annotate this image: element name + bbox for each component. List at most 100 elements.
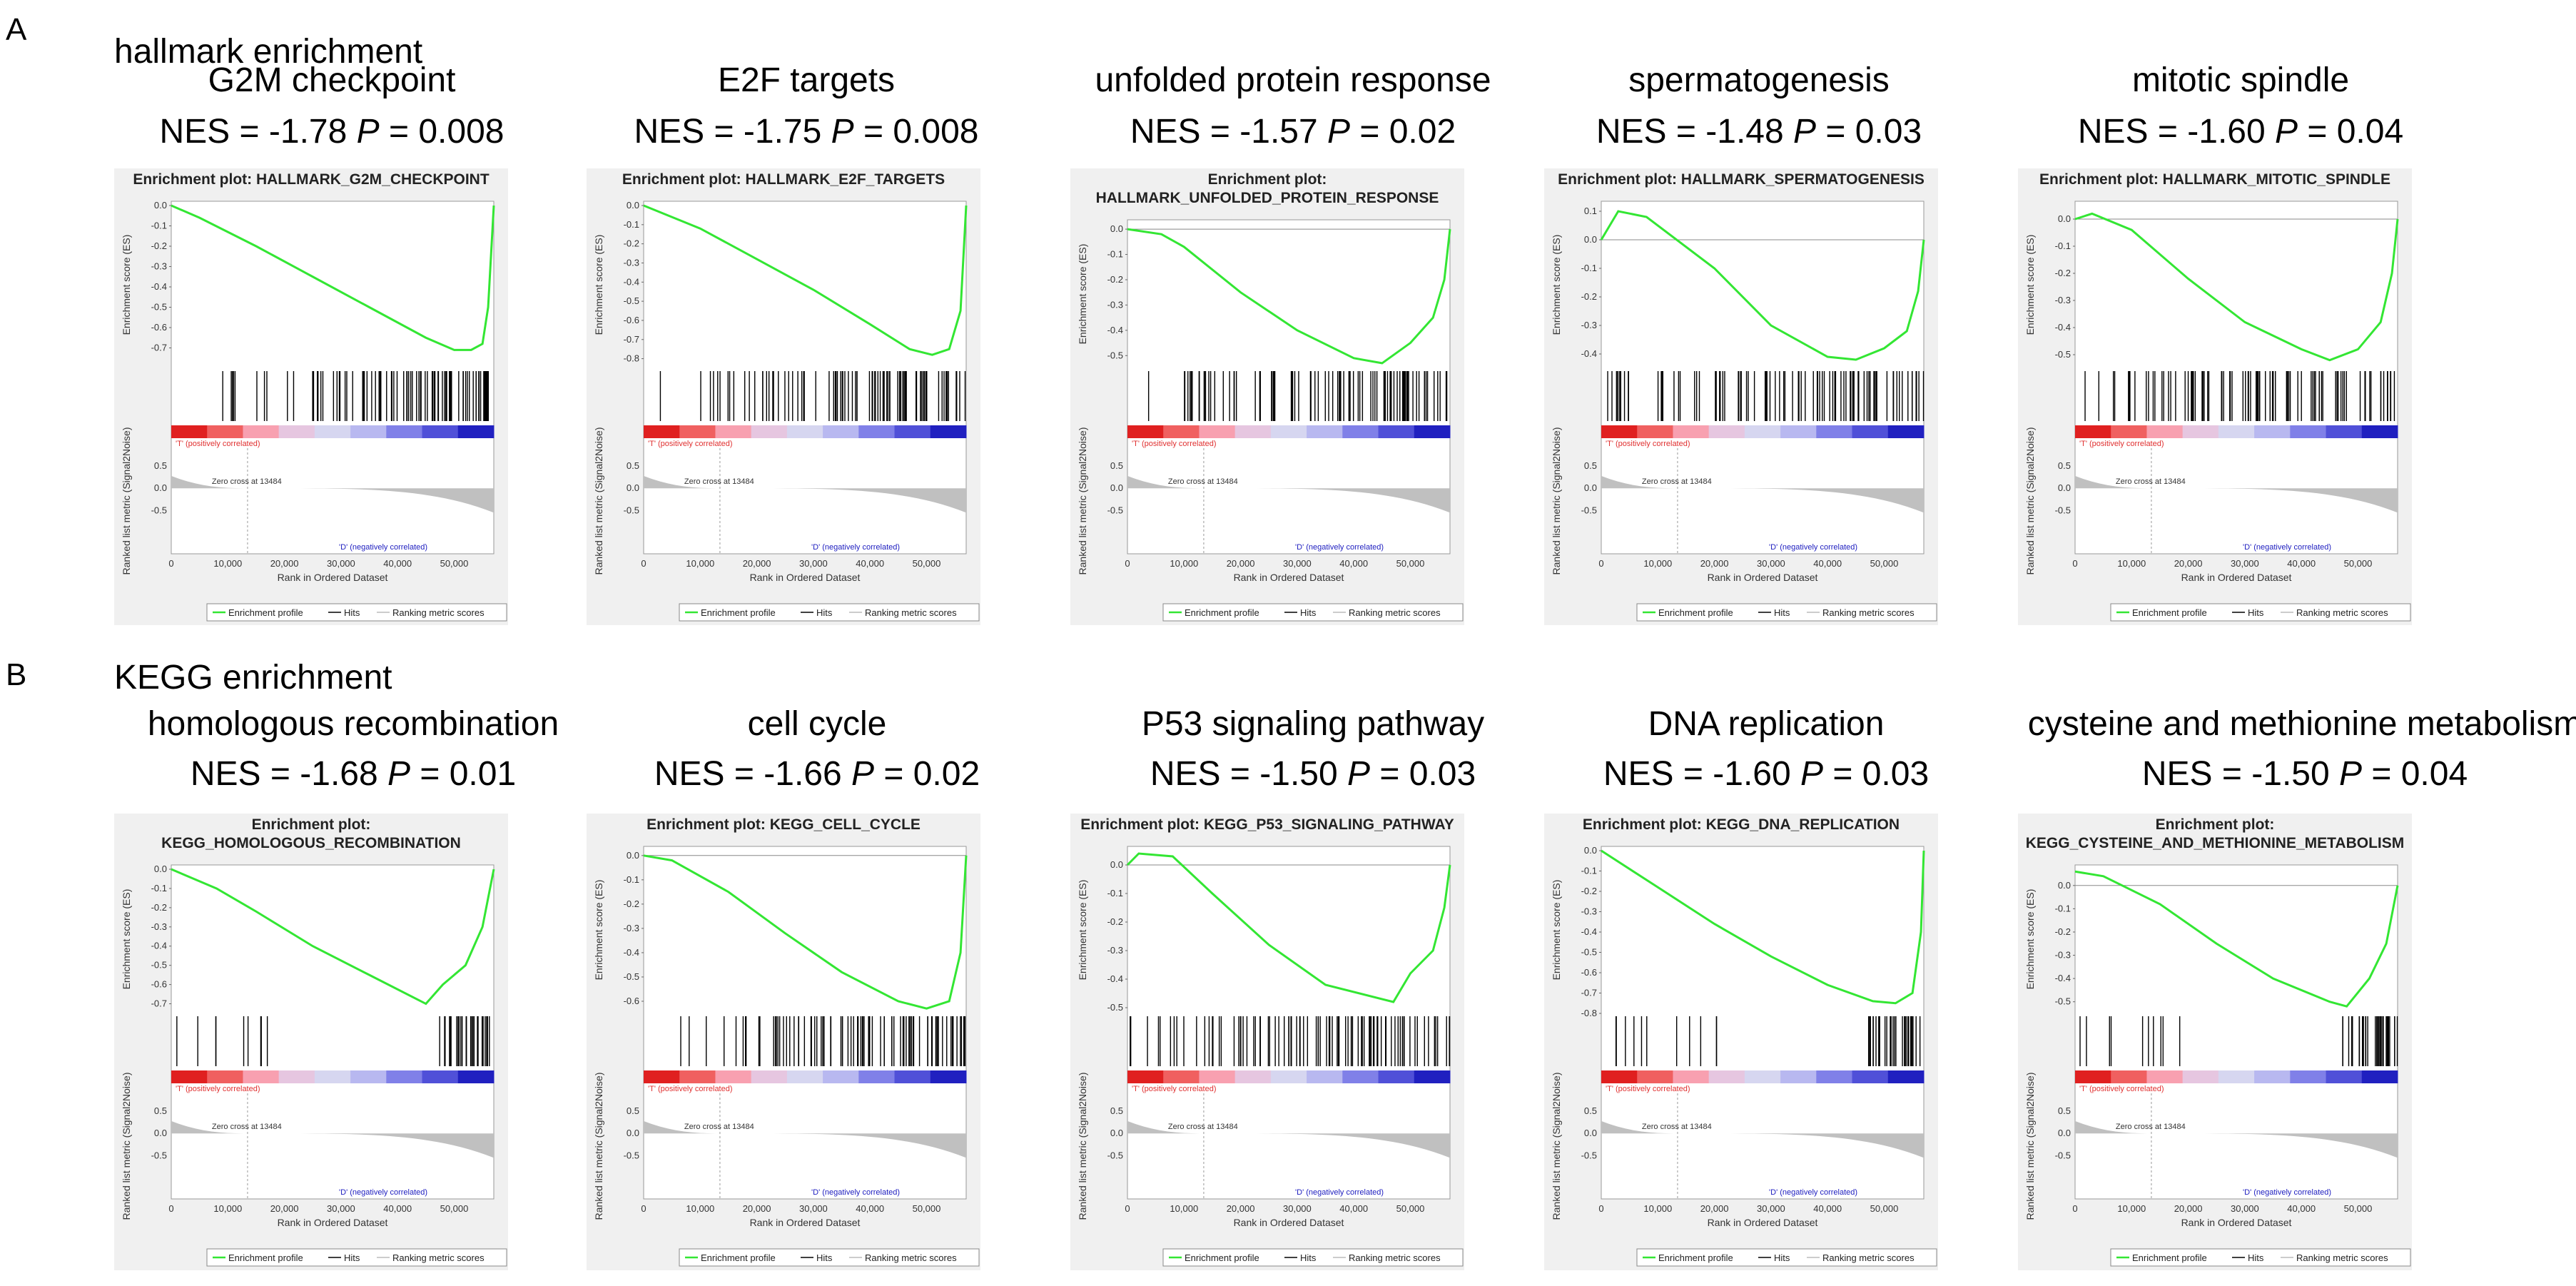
enrichment-profile-line — [2074, 870, 2399, 1008]
zero-cross-label: Zero cross at 13484 — [1642, 1123, 1712, 1131]
metric-tick-label: 0.0 — [2058, 1128, 2071, 1138]
x-tick-label: 0 — [2072, 558, 2077, 569]
x-tick-label: 20,000 — [743, 1203, 771, 1214]
legend-box — [1636, 603, 1937, 622]
es-tick-label: -0.5 — [2055, 996, 2071, 1007]
x-axis-label: Rank in Ordered Dataset — [2181, 572, 2292, 583]
metric-tick-label: 0.5 — [1584, 1105, 1597, 1116]
x-tick-label: 10,000 — [686, 558, 714, 569]
x-tick-label: 10,000 — [686, 1203, 714, 1214]
rank-color-segment — [314, 1070, 351, 1083]
ranking-metric-area — [1601, 1120, 1924, 1158]
x-tick-label: 40,000 — [856, 558, 884, 569]
rank-color-segment — [1887, 425, 1925, 438]
es-tick-label: 0.0 — [2058, 880, 2071, 891]
legend-box — [1162, 1248, 1464, 1267]
metric-axis-label: Ranked list metric (Signal2Noise) — [2024, 427, 2036, 575]
enrichment-panel: mitotic spindle NES = -1.60 P = 0.04 Enric… — [2018, 61, 2412, 625]
zero-cross-label: Zero cross at 13484 — [212, 477, 282, 486]
enrichment-plot-title: Enrichment plot: — [252, 816, 371, 833]
es-tick-label: -0.3 — [151, 921, 167, 932]
positive-label: 'T' (positively correlated) — [176, 440, 260, 448]
zero-cross-label: Zero cross at 13484 — [212, 1123, 282, 1131]
enrichment-profile-line — [1126, 852, 1451, 1003]
es-tick-label: -0.7 — [151, 998, 167, 1009]
nes-p-value: NES = -1.60 P = 0.03 — [1603, 755, 1929, 793]
x-axis-label: Rank in Ordered Dataset — [1234, 1217, 1344, 1228]
rank-color-segment — [2254, 425, 2291, 438]
enrichment-profile-line — [643, 204, 968, 356]
x-tick-label: 50,000 — [1396, 558, 1425, 569]
es-tick-label: -0.6 — [624, 996, 639, 1006]
rank-color-segment — [1163, 425, 1200, 438]
x-axis-label: Rank in Ordered Dataset — [278, 1217, 388, 1228]
legend-box — [679, 1248, 980, 1267]
es-axis-label: Enrichment score (ES) — [1077, 244, 1088, 345]
es-tick-label: -0.2 — [1581, 886, 1597, 896]
rank-color-segment — [171, 425, 208, 438]
enrichment-plot-title: Enrichment plot: HALLMARK_MITOTIC_SPINDL… — [2039, 171, 2390, 188]
es-tick-label: -0.3 — [2055, 295, 2071, 305]
es-tick-label: -0.3 — [1107, 945, 1123, 956]
es-tick-label: -0.6 — [624, 315, 639, 325]
es-tick-label: -0.5 — [1107, 1002, 1123, 1013]
zero-cross-label: Zero cross at 13484 — [2116, 477, 2186, 486]
x-tick-label: 10,000 — [1643, 558, 1672, 569]
x-tick-label: 40,000 — [383, 1203, 412, 1214]
es-tick-label: 0.0 — [1110, 223, 1123, 234]
x-axis-label: Rank in Ordered Dataset — [750, 1217, 861, 1228]
legend-hits-label: Hits — [1300, 607, 1317, 618]
x-tick-label: 40,000 — [1813, 1203, 1842, 1214]
rank-color-segment — [278, 1070, 315, 1083]
rank-color-segment — [1127, 425, 1164, 438]
rank-color-segment — [1414, 1070, 1451, 1083]
legend-profile-label: Enrichment profile — [2132, 1252, 2207, 1263]
es-tick-label: -0.4 — [2055, 973, 2071, 983]
rank-color-segment — [1744, 1070, 1781, 1083]
rank-color-segment — [1601, 1070, 1638, 1083]
x-tick-label: 50,000 — [913, 558, 941, 569]
x-tick-label: 10,000 — [1170, 1203, 1198, 1214]
nes-p-value: NES = -1.68 P = 0.01 — [191, 755, 516, 793]
rank-color-segment — [679, 425, 716, 438]
x-tick-label: 20,000 — [1227, 1203, 1255, 1214]
negative-label: 'D' (negatively correlated) — [1769, 1188, 1857, 1197]
x-tick-label: 50,000 — [1396, 1203, 1425, 1214]
legend-metric-label: Ranking metric scores — [2296, 607, 2388, 618]
enrichment-profile-line — [1601, 849, 1925, 1005]
metric-tick-label: 0.0 — [1584, 482, 1597, 493]
rank-color-segment — [930, 1070, 967, 1083]
es-tick-label: -0.6 — [151, 979, 167, 990]
es-tick-label: -0.4 — [2055, 322, 2071, 333]
rank-color-segment — [386, 1070, 423, 1083]
rank-color-segment — [1342, 425, 1379, 438]
x-tick-label: 20,000 — [2174, 558, 2203, 569]
es-axis-label: Enrichment score (ES) — [593, 880, 604, 981]
enrichment-plot-title: Enrichment plot: KEGG_P53_SIGNALING_PATH… — [1080, 816, 1454, 833]
ranking-metric-area — [644, 475, 966, 513]
legend-box — [206, 603, 507, 622]
es-tick-label: -0.2 — [1581, 291, 1597, 302]
x-tick-label: 0 — [641, 558, 646, 569]
legend-metric-label: Ranking metric scores — [392, 1252, 485, 1263]
es-tick-label: -0.1 — [1581, 866, 1597, 876]
rank-color-segment — [278, 425, 315, 438]
panel-label-a: A — [6, 12, 27, 47]
es-tick-label: 0.0 — [154, 200, 167, 211]
legend-profile-label: Enrichment profile — [701, 1252, 776, 1263]
es-tick-label: -0.8 — [1581, 1008, 1597, 1018]
x-tick-label: 30,000 — [327, 1203, 355, 1214]
positive-label: 'T' (positively correlated) — [2079, 1085, 2164, 1093]
es-tick-label: 0.0 — [154, 864, 167, 874]
es-tick-label: -0.1 — [151, 221, 167, 231]
x-tick-label: 30,000 — [1757, 1203, 1785, 1214]
rank-color-segment — [1270, 1070, 1307, 1083]
es-tick-label: -0.5 — [624, 295, 639, 306]
es-tick-label: 0.0 — [627, 850, 639, 861]
rank-color-segment — [1887, 1070, 1925, 1083]
legend-metric-label: Ranking metric scores — [2296, 1252, 2388, 1263]
es-tick-label: -0.4 — [624, 947, 639, 958]
positive-label: 'T' (positively correlated) — [176, 1085, 260, 1093]
rank-color-segment — [1199, 1070, 1236, 1083]
es-tick-label: -0.1 — [2055, 903, 2071, 913]
